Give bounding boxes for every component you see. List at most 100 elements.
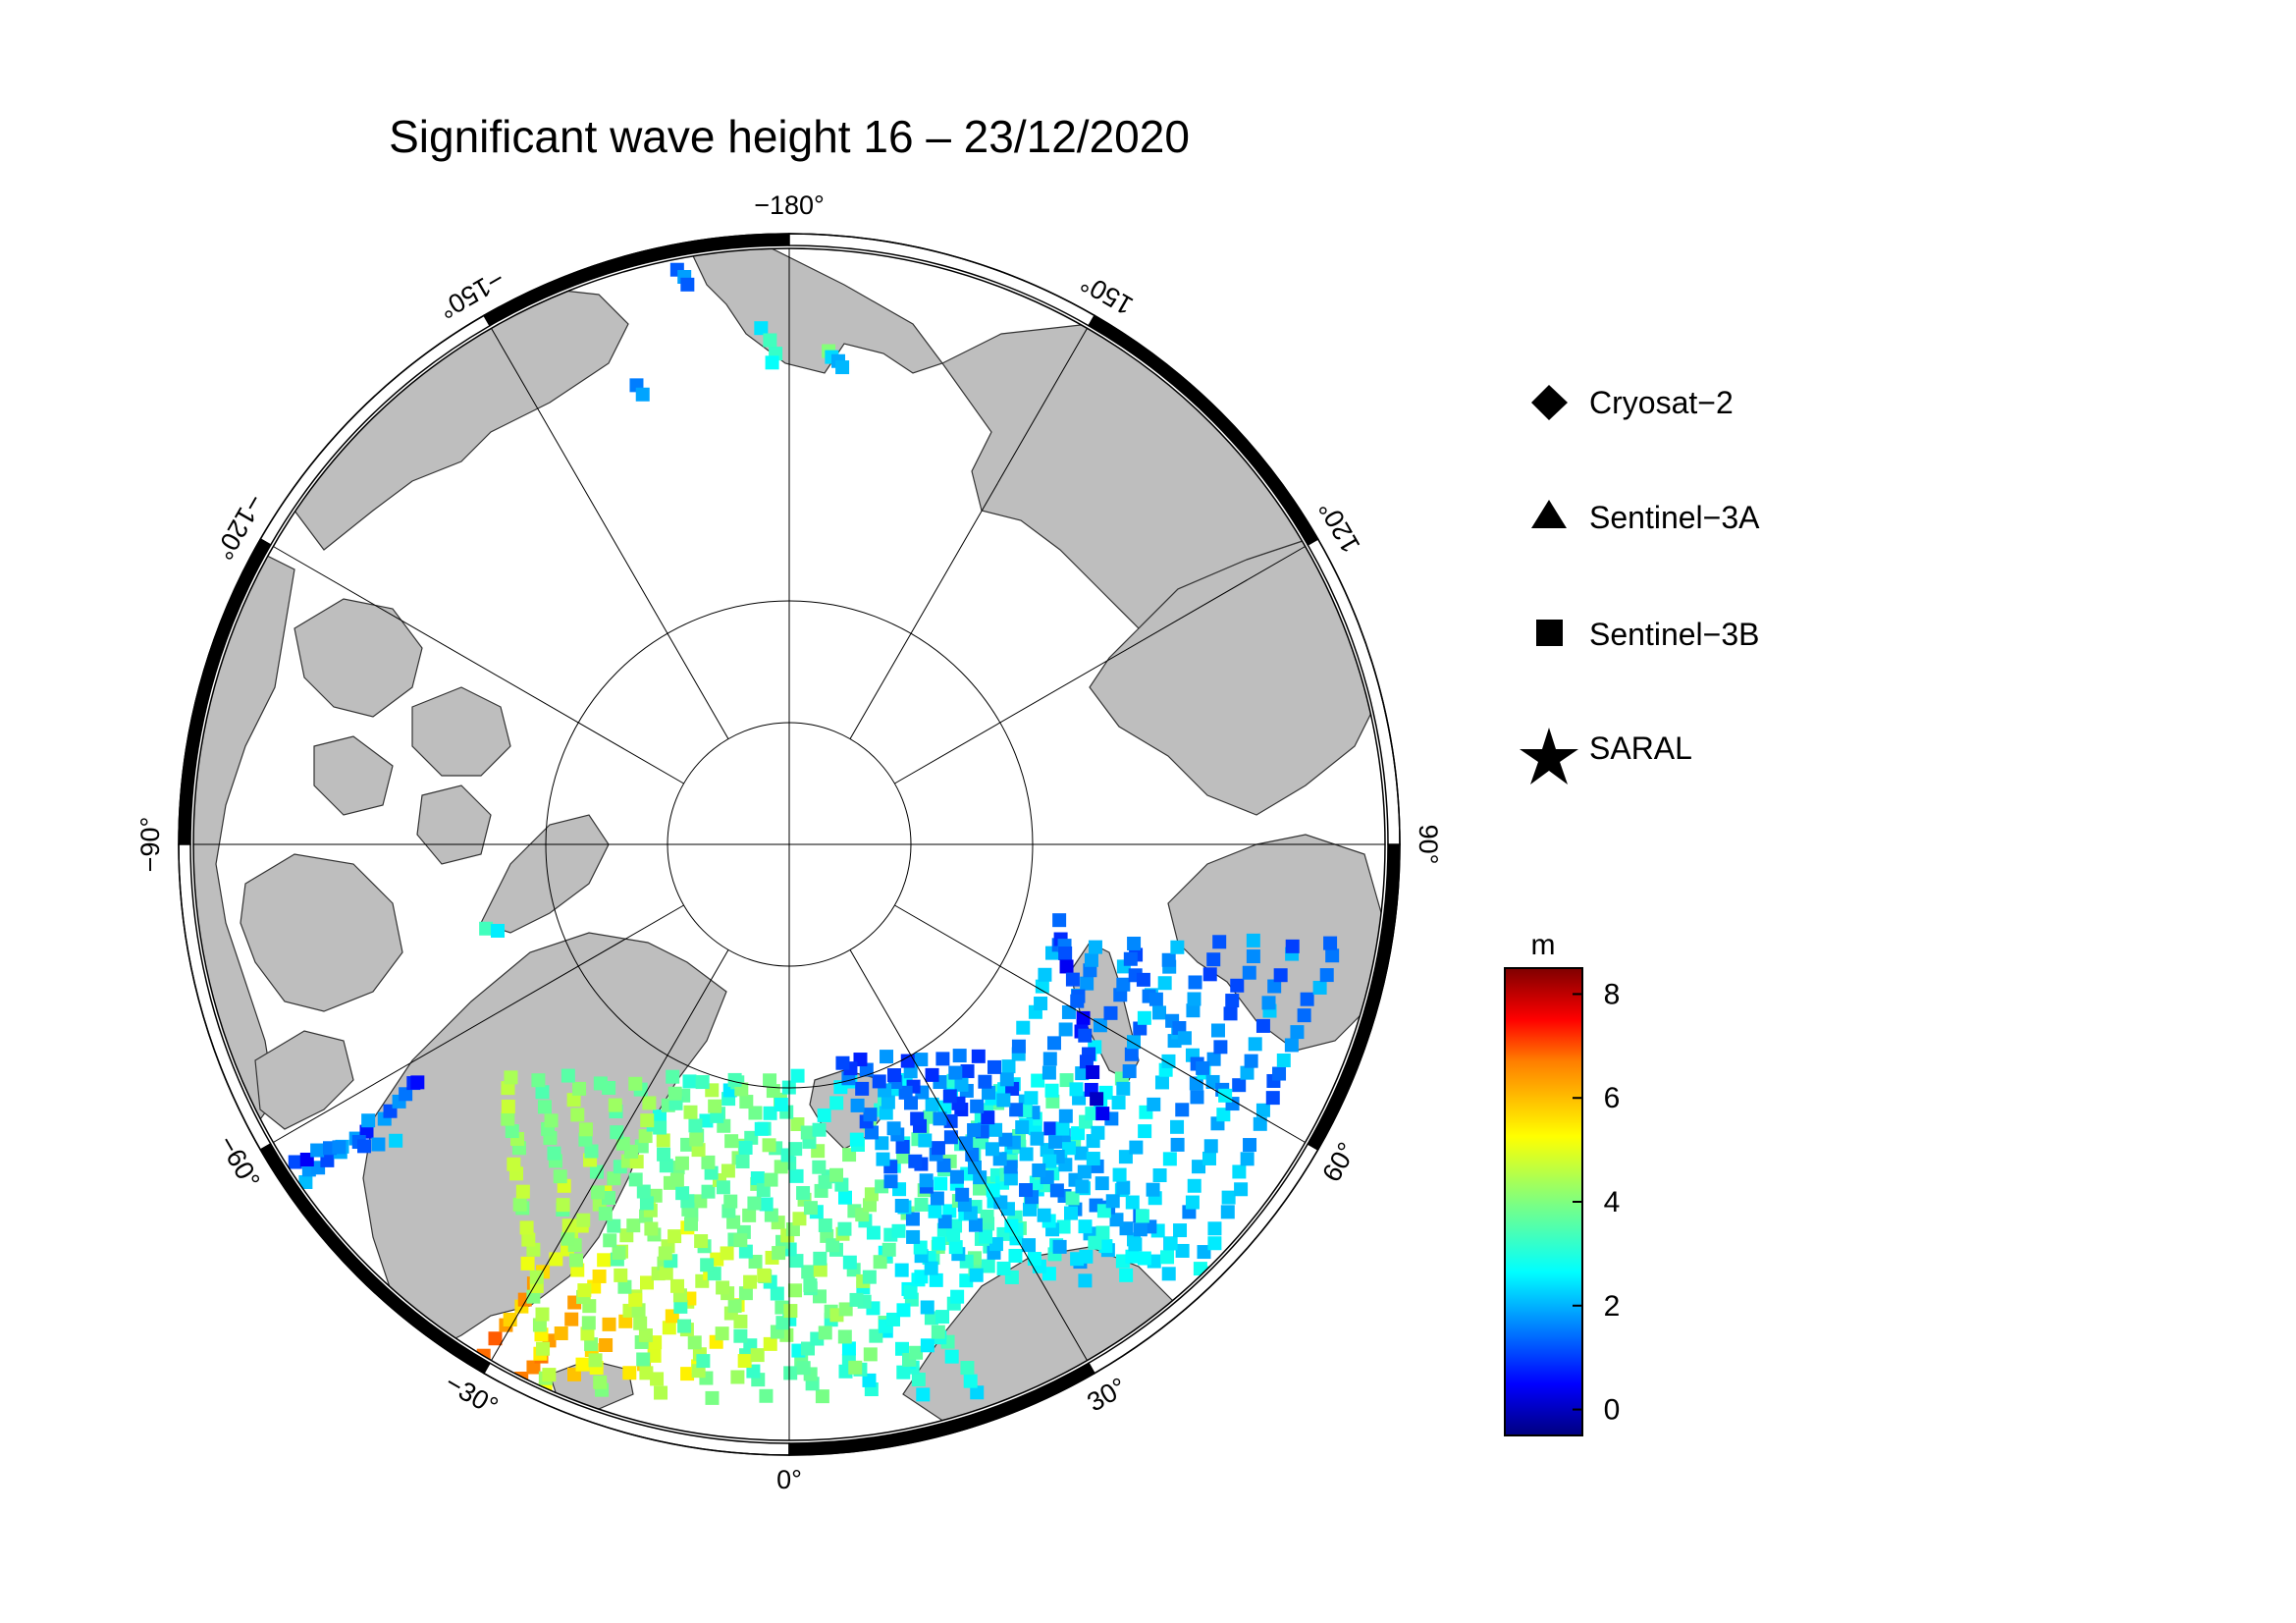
swh-sample bbox=[837, 1221, 852, 1236]
swh-sample bbox=[849, 1292, 864, 1307]
swh-sample bbox=[954, 1077, 969, 1092]
legend-label: Sentinel−3A bbox=[1589, 500, 1760, 535]
colorbar-tick-label: 4 bbox=[1604, 1186, 1621, 1218]
swh-sample bbox=[1027, 1252, 1041, 1267]
swh-sample bbox=[572, 1081, 587, 1096]
swh-sample bbox=[996, 1261, 1011, 1275]
swh-sample bbox=[988, 1122, 1003, 1137]
swh-sample bbox=[361, 1113, 376, 1128]
land-canadian-archipelago bbox=[294, 598, 511, 865]
swh-sample bbox=[959, 1136, 974, 1151]
swh-sample bbox=[566, 1093, 581, 1108]
swh-sample bbox=[479, 921, 494, 936]
swh-sample bbox=[684, 1217, 699, 1231]
colorbar-unit: m bbox=[1531, 929, 1556, 961]
swh-sample bbox=[716, 1280, 730, 1295]
swh-sample bbox=[903, 1096, 918, 1110]
swh-sample bbox=[1152, 1168, 1167, 1183]
swh-sample bbox=[876, 1152, 890, 1166]
swh-sample bbox=[726, 1215, 741, 1229]
swh-sample bbox=[759, 1388, 774, 1403]
swh-sample bbox=[638, 1129, 653, 1144]
swh-sample bbox=[1078, 1028, 1093, 1043]
swh-sample bbox=[612, 1246, 626, 1261]
swh-sample bbox=[547, 1146, 561, 1161]
swh-sample bbox=[727, 1299, 742, 1314]
swh-sample bbox=[730, 1370, 745, 1384]
swh-sample bbox=[1243, 1138, 1257, 1153]
swh-sample bbox=[652, 1109, 667, 1124]
swh-sample bbox=[1074, 1146, 1089, 1161]
swh-sample bbox=[801, 1265, 816, 1279]
swh-sample bbox=[1242, 965, 1256, 980]
swh-sample bbox=[635, 387, 650, 402]
swh-sample bbox=[986, 1183, 1000, 1198]
swh-sample bbox=[1122, 1064, 1137, 1079]
swh-sample bbox=[589, 1164, 604, 1179]
swh-sample bbox=[1079, 1055, 1094, 1069]
swh-sample bbox=[1032, 1163, 1046, 1177]
swh-sample bbox=[1024, 1091, 1039, 1106]
swh-sample bbox=[835, 360, 850, 375]
swh-sample bbox=[796, 1361, 811, 1376]
swh-sample bbox=[1052, 913, 1067, 928]
swh-sample bbox=[647, 1348, 662, 1363]
swh-sample bbox=[488, 1331, 503, 1346]
swh-sample bbox=[1116, 1180, 1131, 1195]
swh-sample bbox=[764, 1172, 778, 1187]
swh-sample bbox=[1019, 1183, 1034, 1198]
swh-sample bbox=[1147, 1097, 1161, 1111]
swh-sample bbox=[946, 1227, 961, 1242]
swh-sample bbox=[1043, 1121, 1058, 1136]
swh-sample bbox=[675, 1186, 690, 1201]
land-yamal bbox=[1167, 834, 1385, 1052]
swh-sample bbox=[764, 1208, 778, 1222]
swh-sample bbox=[1273, 968, 1288, 983]
swh-sample bbox=[942, 1089, 957, 1104]
swh-sample bbox=[687, 1335, 702, 1350]
swh-sample bbox=[1065, 972, 1080, 987]
swh-sample bbox=[920, 1300, 934, 1315]
swh-sample bbox=[738, 1286, 753, 1301]
swh-sample bbox=[1011, 1039, 1026, 1054]
legend-item-saral: SARAL bbox=[1520, 728, 1692, 784]
swh-sample bbox=[837, 1329, 852, 1344]
swh-sample bbox=[659, 1159, 673, 1173]
swh-sample bbox=[602, 1191, 616, 1206]
swh-sample bbox=[818, 1217, 832, 1232]
swh-sample bbox=[526, 1360, 541, 1375]
swh-sample bbox=[1061, 1141, 1076, 1156]
swh-sample bbox=[599, 1337, 614, 1352]
swh-sample bbox=[763, 333, 777, 348]
swh-sample bbox=[1061, 1004, 1076, 1019]
swh-sample bbox=[1042, 1052, 1057, 1066]
swh-sample bbox=[705, 1390, 720, 1405]
swh-sample bbox=[1196, 1060, 1210, 1075]
swh-sample bbox=[584, 1337, 599, 1352]
swh-sample bbox=[1016, 1020, 1031, 1035]
swh-sample bbox=[965, 1147, 980, 1162]
swh-sample bbox=[399, 1087, 413, 1102]
swh-sample bbox=[626, 1218, 641, 1233]
swh-sample bbox=[763, 1106, 777, 1120]
swh-sample bbox=[883, 1174, 898, 1189]
swh-sample bbox=[1240, 1152, 1255, 1166]
swh-sample bbox=[754, 1121, 769, 1136]
colorbar: m 0 2 4 6 8 bbox=[1504, 929, 1621, 1436]
swh-sample bbox=[1055, 1121, 1070, 1136]
swh-sample bbox=[733, 1328, 748, 1343]
swh-sample bbox=[1008, 1248, 1023, 1263]
swh-sample bbox=[1079, 1249, 1094, 1264]
longitude-label: −180° bbox=[754, 190, 825, 220]
swh-sample bbox=[894, 1263, 909, 1277]
swh-sample bbox=[850, 1098, 865, 1112]
swh-sample bbox=[1095, 1176, 1109, 1191]
swh-sample bbox=[1234, 1182, 1249, 1197]
swh-sample bbox=[597, 1253, 612, 1268]
swh-sample bbox=[933, 1111, 947, 1126]
swh-sample bbox=[903, 1285, 918, 1300]
swh-sample bbox=[1297, 1008, 1311, 1023]
swh-sample bbox=[996, 1093, 1011, 1108]
swh-sample bbox=[747, 1196, 762, 1211]
swh-sample bbox=[1148, 992, 1163, 1006]
